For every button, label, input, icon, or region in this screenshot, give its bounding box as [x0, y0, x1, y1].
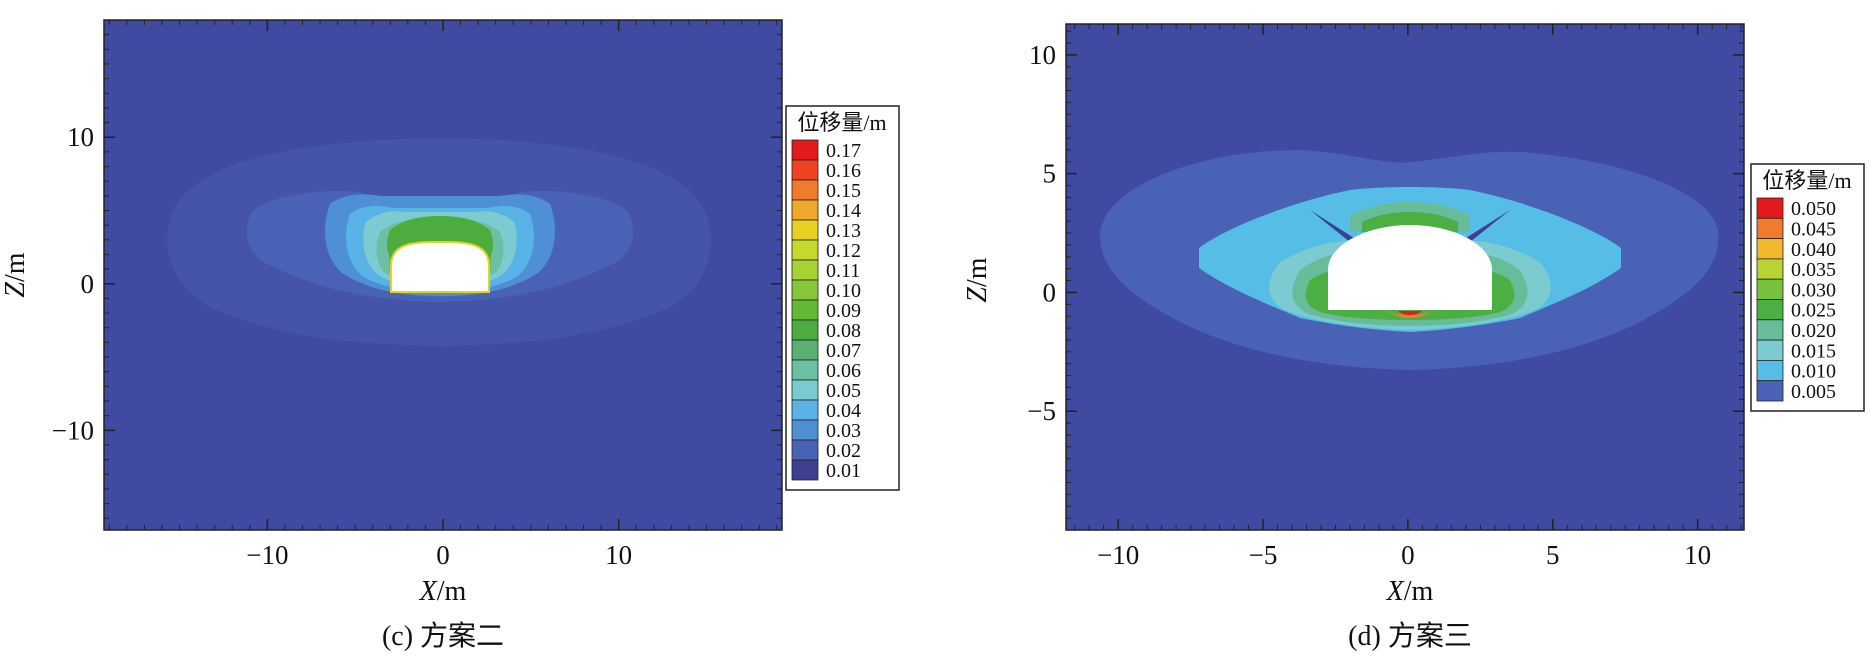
y-tick-label-c: −10 [52, 415, 94, 445]
legend-label-c: 0.05 [826, 380, 861, 402]
y-tick-label-d: 5 [1043, 159, 1057, 189]
x-axis-label-c: X/m [419, 576, 467, 607]
legend-label-c: 0.09 [826, 300, 861, 322]
legend-label-c: 0.15 [826, 180, 861, 202]
legend-swatch-c [791, 459, 819, 481]
legend-label-c: 0.17 [826, 140, 861, 162]
legend-swatch-c [791, 399, 819, 421]
legend-swatch-c [791, 279, 819, 301]
legend-label-c: 0.11 [826, 260, 860, 282]
y-tick-label-c: 10 [67, 122, 94, 152]
legend-swatch-c [791, 219, 819, 241]
legend-label-d: 0.005 [1791, 381, 1836, 403]
legend-swatch-d [1756, 359, 1784, 382]
panel-d: −10 −5 0 5 10 −5 0 5 10 X/m Z/m (d) 方案三 位移量/m 0.… [962, 23, 1865, 652]
legend-swatch-d [1756, 380, 1784, 402]
legend-swatch-c [791, 359, 819, 381]
legend-label-d: 0.015 [1791, 340, 1836, 362]
legend-items-c: 0.170.160.150.140.130.120.110.100.090.08… [791, 139, 861, 482]
x-tick-label-c: 0 [436, 540, 450, 570]
x-tick-label-d: −10 [1097, 540, 1139, 570]
x-tick-label-d: 5 [1546, 540, 1560, 570]
legend-label-d: 0.045 [1791, 218, 1836, 240]
legend-swatch-c [791, 419, 819, 441]
contour-field-c [104, 20, 782, 530]
x-tick-label-d: 10 [1684, 540, 1711, 570]
legend-swatch-d [1756, 319, 1784, 341]
legend-label-c: 0.02 [826, 440, 861, 462]
legend-swatch-c [791, 259, 819, 281]
legend-label-c: 0.16 [826, 160, 861, 182]
legend-label-c: 0.07 [826, 340, 861, 362]
legend-label-c: 0.01 [826, 460, 861, 482]
x-tick-label-c: −10 [246, 540, 288, 570]
caption-d: (d) 方案三 [1348, 620, 1472, 652]
x-tick-label-c: 10 [605, 540, 632, 570]
legend-d: 位移量/m 0.0500.0450.0400.0350.0300.0250.02… [1750, 163, 1865, 412]
tunnel-opening-c [391, 242, 489, 292]
legend-label-d: 0.025 [1791, 300, 1836, 322]
legend-swatch-d [1756, 197, 1784, 219]
legend-swatch-d [1756, 339, 1784, 361]
legend-swatch-d [1756, 258, 1784, 280]
legend-label-c: 0.13 [826, 220, 861, 242]
ticks-c: −10 0 10 −10 0 10 [52, 19, 782, 570]
legend-swatch-c [791, 299, 819, 321]
contour-0.030-crown-d [1362, 212, 1458, 232]
legend-label-c: 0.08 [826, 320, 861, 342]
legend-items-d: 0.0500.0450.0400.0350.0300.0250.0200.015… [1756, 197, 1836, 403]
legend-label-d: 0.035 [1791, 259, 1836, 281]
legend-label-c: 0.14 [826, 200, 861, 222]
y-tick-label-d: 0 [1043, 277, 1057, 307]
legend-swatch-c [791, 159, 819, 181]
legend-swatch-c [791, 339, 819, 361]
y-tick-label-d: 10 [1029, 40, 1056, 70]
legend-swatch-d [1756, 278, 1784, 300]
legend-swatch-d [1756, 299, 1784, 321]
legend-label-d: 0.030 [1791, 279, 1836, 301]
legend-label-d: 0.050 [1791, 198, 1836, 220]
legend-title-d: 位移量/m [1762, 168, 1851, 193]
y-tick-label-d: −5 [1027, 396, 1056, 426]
tunnel-edge-highlight-c [390, 240, 490, 293]
legend-swatch-c [791, 379, 819, 401]
plot-frame-d [1065, 23, 1745, 531]
invert-peak-0.050-d [1398, 311, 1422, 315]
invert-peak-0.045-d [1388, 311, 1432, 318]
x-tick-label-d: −5 [1249, 540, 1278, 570]
legend-swatch-c [791, 139, 819, 161]
legend-label-d: 0.010 [1791, 361, 1836, 383]
legend-label-d: 0.020 [1791, 320, 1836, 342]
legend-swatch-c [791, 239, 819, 261]
legend-swatch-c [791, 199, 819, 221]
y-tick-label-c: 0 [81, 269, 95, 299]
legend-swatch-c [791, 319, 819, 341]
tunnel-opening-d [1328, 225, 1492, 310]
x-tick-label-d: 0 [1401, 540, 1415, 570]
legend-label-c: 0.12 [826, 240, 861, 262]
ticks-d: −10 −5 0 5 10 −5 0 5 10 [1027, 24, 1744, 570]
contour-field-d [1066, 24, 1744, 530]
legend-label-c: 0.04 [826, 400, 861, 422]
caption-c: (c) 方案二 [382, 620, 504, 652]
legend-label-c: 0.10 [826, 280, 861, 302]
legend-title-c: 位移量/m [797, 110, 886, 135]
legend-swatch-c [791, 179, 819, 201]
y-axis-label-d: Z/m [962, 257, 993, 302]
legend-c: 位移量/m 0.170.160.150.140.130.120.110.100.… [785, 105, 900, 491]
legend-swatch-d [1756, 238, 1784, 260]
legend-swatch-d [1756, 217, 1784, 240]
legend-label-c: 0.06 [826, 360, 861, 382]
legend-label-c: 0.03 [826, 420, 861, 442]
x-axis-label-d: X/m [1386, 576, 1434, 607]
y-axis-label-c: Z/m [0, 252, 31, 297]
legend-label-d: 0.040 [1791, 239, 1836, 261]
legend-swatch-c [791, 439, 819, 461]
